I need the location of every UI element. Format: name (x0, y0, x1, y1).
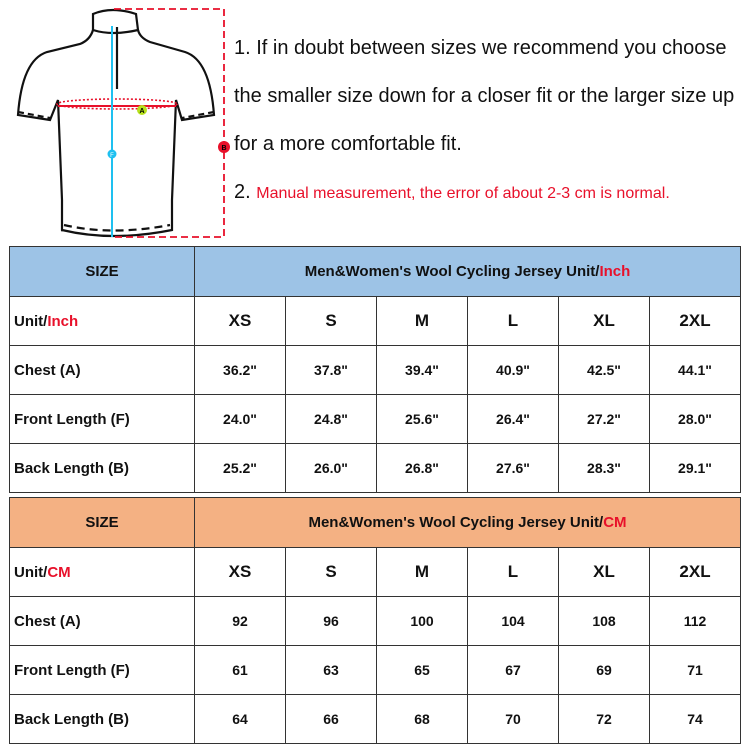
size-cell: 2XL (649, 296, 741, 346)
svg-text:A: A (139, 108, 144, 115)
size-cell: S (285, 296, 377, 346)
unit-label: Unit/Inch (9, 296, 195, 346)
note-1: 1. If in doubt between sizes we recommen… (234, 37, 735, 155)
back-badge-b (218, 141, 230, 153)
table-row: Chest (A) 36.2" 37.8" 39.4" 40.9" 42.5" 44.1" (9, 345, 741, 395)
size-cell: XS (194, 547, 286, 597)
size-cell: M (376, 547, 468, 597)
size-cell: 2XL (649, 547, 741, 597)
back-length-line (114, 8, 225, 238)
size-cell: M (376, 296, 468, 346)
svg-text:B: B (221, 145, 226, 152)
cm-size-table: SIZE Men&Women's Wool Cycling Jersey Uni… (9, 497, 741, 744)
size-header: SIZE (9, 497, 195, 548)
table-row: Back Length (B) 25.2" 26.0" 26.8" 27.6" 28.3"… (9, 443, 741, 493)
table-row: Front Length (F) 24.0" 24.8" 25.6" 26.4" 27.2… (9, 394, 741, 444)
size-cell: XL (558, 547, 650, 597)
table-row: Chest (A) 92 96 100 104 108 112 (9, 596, 741, 646)
unit-label: Unit/CM (9, 547, 195, 597)
table-title: Men&Women's Wool Cycling Jersey Unit/Inc… (194, 246, 741, 297)
size-notes: 1. If in doubt between sizes we recommen… (234, 24, 750, 218)
size-cell: L (467, 296, 559, 346)
svg-text:F: F (110, 153, 114, 159)
size-cell: XS (194, 296, 286, 346)
table-title: Men&Women's Wool Cycling Jersey Unit/CM (194, 497, 741, 548)
size-cell: XL (558, 296, 650, 346)
size-cell: L (467, 547, 559, 597)
jersey-outline (16, 8, 216, 238)
size-cell: S (285, 547, 377, 597)
table-row: Front Length (F) 61 63 65 67 69 71 (9, 645, 741, 695)
jersey-measurement-diagram: A F B (16, 8, 230, 238)
inch-size-table: SIZE Men&Women's Wool Cycling Jersey Uni… (9, 246, 741, 493)
front-badge-f (107, 149, 117, 159)
chest-badge-a (137, 105, 147, 115)
table-row: Back Length (B) 64 66 68 70 72 74 (9, 694, 741, 744)
note-2: 2. Manual measurement, the error of abou… (234, 181, 670, 203)
size-header: SIZE (9, 246, 195, 297)
